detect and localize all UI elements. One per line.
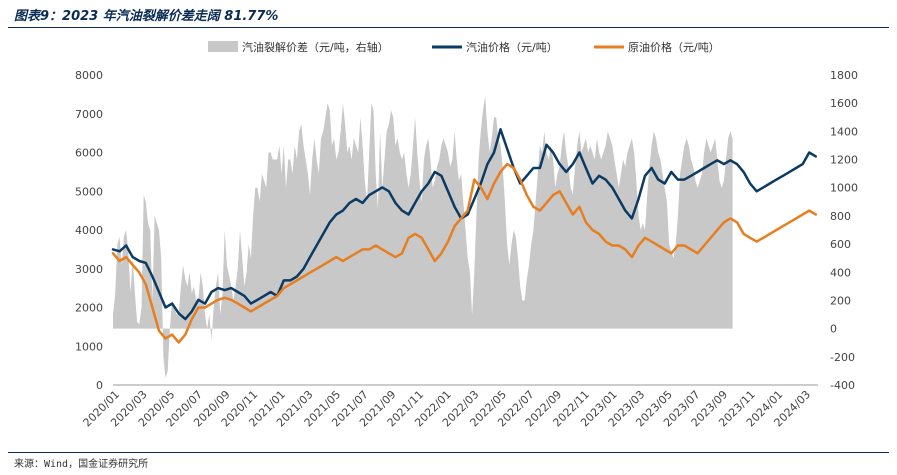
legend-item-crude: 原油价格（元/吨） [594, 40, 720, 54]
legend-label: 汽油裂解价差（元/吨，右轴） [242, 40, 389, 54]
y-right-tick-label: 1200 [830, 154, 858, 167]
legend-swatch [208, 41, 238, 52]
spread-area-layer [113, 96, 733, 378]
series-area-gasoline-crack-spread [113, 96, 733, 378]
series-line-gasoline-price [111, 128, 818, 321]
y-left-tick-label: 0 [96, 379, 103, 392]
y-right-tick-label: 1800 [830, 69, 858, 82]
y-right-tick-label: 0 [830, 323, 837, 336]
legend-label: 原油价格（元/吨） [628, 40, 720, 54]
y-right-tick-label: 800 [830, 210, 851, 223]
y-right-tick-label: -200 [830, 351, 855, 364]
y-right-tick-label: -400 [830, 379, 855, 392]
y-left-tick-label: 4000 [75, 224, 103, 237]
y-right-tick-label: 600 [830, 238, 851, 251]
y-left-tick-label: 8000 [75, 69, 103, 82]
y-right-tick-label: 1400 [830, 125, 858, 138]
y-left-tick-label: 3000 [75, 263, 103, 276]
legend-item-spread: 汽油裂解价差（元/吨，右轴） [208, 40, 389, 54]
y-right-tick-label: 400 [830, 266, 851, 279]
y-left-tick-label: 6000 [75, 147, 103, 160]
source-rule [8, 452, 889, 453]
price-line-layer [111, 128, 818, 344]
legend: 汽油裂解价差（元/吨，右轴） 汽油价格（元/吨） 原油价格（元/吨） [208, 40, 720, 54]
y-left-tick-label: 5000 [75, 185, 103, 198]
y-left-tick-label: 7000 [75, 108, 103, 121]
chart-title: 图表9：2023 年汽油裂解价差走阔 81.77% [14, 9, 279, 24]
y-right-tick-label: 200 [830, 294, 851, 307]
series-line-crude-price [111, 162, 818, 344]
source-note: 来源：Wind，国金证券研究所 [14, 459, 149, 470]
y-right-tick-label: 1000 [830, 182, 858, 195]
y-left-tick-label: 1000 [75, 340, 103, 353]
title-rule [8, 27, 889, 28]
legend-label: 汽油价格（元/吨） [466, 40, 558, 54]
y-left-tick-label: 2000 [75, 302, 103, 315]
legend-item-gasoline: 汽油价格（元/吨） [432, 40, 558, 54]
y-right-tick-label: 1600 [830, 97, 858, 110]
